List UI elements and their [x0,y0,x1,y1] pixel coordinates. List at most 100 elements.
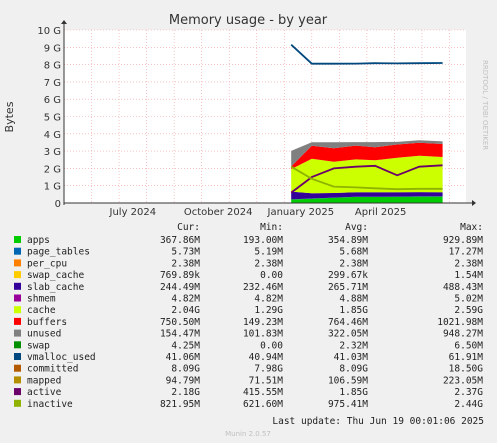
legend-avg: 975.41M [328,399,368,410]
legend-swatch [14,282,21,290]
line-inactive [290,165,443,191]
legend-name: buffers [27,317,67,328]
legend-name: inactive [27,399,73,410]
legend-cur: 2.18G [171,387,200,398]
legend-item-swap: swap 4.25M 0.00 2.32M 6.50M [14,340,483,351]
legend-swatch [14,364,21,372]
legend-avg: 2.32M [339,340,368,351]
x-tick-label: October 2024 [184,207,253,218]
legend-swatch [14,247,21,255]
legend-swatch [14,236,21,243]
legend-swatch [14,271,21,279]
legend-max: 61.91M [449,352,484,363]
legend-avg: 1.85G [339,305,368,316]
legend-max: 2.37G [454,387,483,398]
rrdtool-watermark: RRDTOOL / TOBI OETIKER [481,60,489,150]
legend-avg: 299.67k [328,270,368,281]
y-tick-label: 5 G [44,113,61,124]
legend-item-buffers: buffers 750.50M 149.23M 764.46M 1021.98M [14,317,483,328]
legend-avg: 8.09G [339,364,368,375]
legend-cur: 244.49M [160,282,200,293]
last-update: Last update: Thu Jun 19 00:01:06 2025 [272,416,484,427]
legend-swatch [14,306,21,314]
legend-avg: 4.88M [339,294,368,305]
legend-item-page-tables: page_tables 5.73M 5.19M 5.68M 17.27M [14,247,483,258]
legend-cur: 2.04G [171,305,200,316]
legend-swatch [14,341,21,349]
legend-name: swap_cache [27,270,84,281]
legend-cur: 4.82M [171,294,200,305]
y-tick-label: 7 G [44,78,61,89]
legend-max: 2.59G [454,305,483,316]
legend-avg: 2.38M [339,258,368,269]
legend-avg: 5.68M [339,247,368,258]
footer: Munin 2.0.57 [225,430,271,438]
legend-item-committed: committed 8.09G 7.98G 8.09G 18.50G [14,364,483,375]
legend-min: 40.94M [249,352,284,363]
line-active [290,164,443,194]
legend-min: 4.82M [254,294,283,305]
legend-cur: 2.38M [171,258,200,269]
y-tick-label: 6 G [44,95,61,106]
legend-max: 2.44G [454,399,483,410]
legend-swatch [14,317,21,325]
area-slab-cache [291,191,443,200]
legend-min: 2.38M [254,258,283,269]
y-tick-label: 9 G [44,43,61,54]
legend-max: 1.54M [454,270,483,281]
area-cache [291,155,443,194]
legend-item-inactive: inactive 821.95M 621.60M 975.41M 2.44G [14,399,483,410]
legend-item-apps: apps 367.86M 193.00M 354.89M 929.89M [14,235,483,246]
legend-header: Cur: [177,222,200,233]
legend-header: Avg: [345,222,368,233]
legend-max: 18.50G [449,364,484,375]
legend-name: apps [27,235,50,246]
legend-name: swap [27,340,50,351]
legend-name: cache [27,305,56,316]
legend-max: 2.38M [454,258,483,269]
legend-min: 71.51M [249,375,284,386]
y-axis-label: Bytes [3,101,16,132]
y-axis-arrow [61,20,67,24]
legend-min: 0.00 [260,340,283,351]
y-tick-label: 10 G [37,26,61,37]
legend-item-vmalloc-used: vmalloc_used 41.06M 40.94M 41.03M 61.91M [14,352,483,363]
legend-header: Max: [460,222,483,233]
legend-item-per-cpu: per_cpu 2.38M 2.38M 2.38M 2.38M [14,258,483,269]
legend-item-shmem: shmem 4.82M 4.82M 4.88M 5.02M [14,294,483,305]
legend-cur: 367.86M [160,235,200,246]
y-tick-label: 2 G [44,164,61,175]
x-tick-label: July 2024 [109,207,157,218]
line-committed [290,44,443,65]
legend-name: committed [27,364,78,375]
legend-cur: 154.47M [160,329,200,340]
x-tick-label: January 2025 [267,207,335,218]
y-tick-label: 4 G [44,130,61,141]
legend-avg: 764.46M [328,317,368,328]
legend-cur: 821.95M [160,399,200,410]
legend-max: 1021.98M [437,317,483,328]
legend-name: unused [27,329,61,340]
legend-max: 6.50M [454,340,483,351]
legend-item-unused: unused 154.47M 101.83M 322.05M 948.27M [14,329,483,340]
legend-avg: 106.59M [328,375,368,386]
y-tick-label: 8 G [44,61,61,72]
legend-swatch [14,353,21,360]
stacked-areas [291,140,443,203]
legend-min: 5.19M [254,247,283,258]
legend-item-mapped: mapped 94.79M 71.51M 106.59M 223.05M [14,375,483,386]
legend-min: 0.00 [260,270,283,281]
legend-cur: 41.06M [166,352,201,363]
series-lines [290,44,443,194]
legend-cur: 94.79M [166,375,201,386]
legend-swatch [14,376,21,384]
legend-cur: 8.09G [171,364,200,375]
legend-name: active [27,387,62,398]
legend-avg: 41.03M [334,352,369,363]
legend-avg: 322.05M [328,329,368,340]
chart-title: Memory usage - by year [169,13,328,28]
legend-min: 101.83M [243,329,283,340]
legend-item-slab-cache: slab_cache 244.49M 232.46M 265.71M 488.43M [14,282,483,293]
legend-avg: 265.71M [328,282,368,293]
